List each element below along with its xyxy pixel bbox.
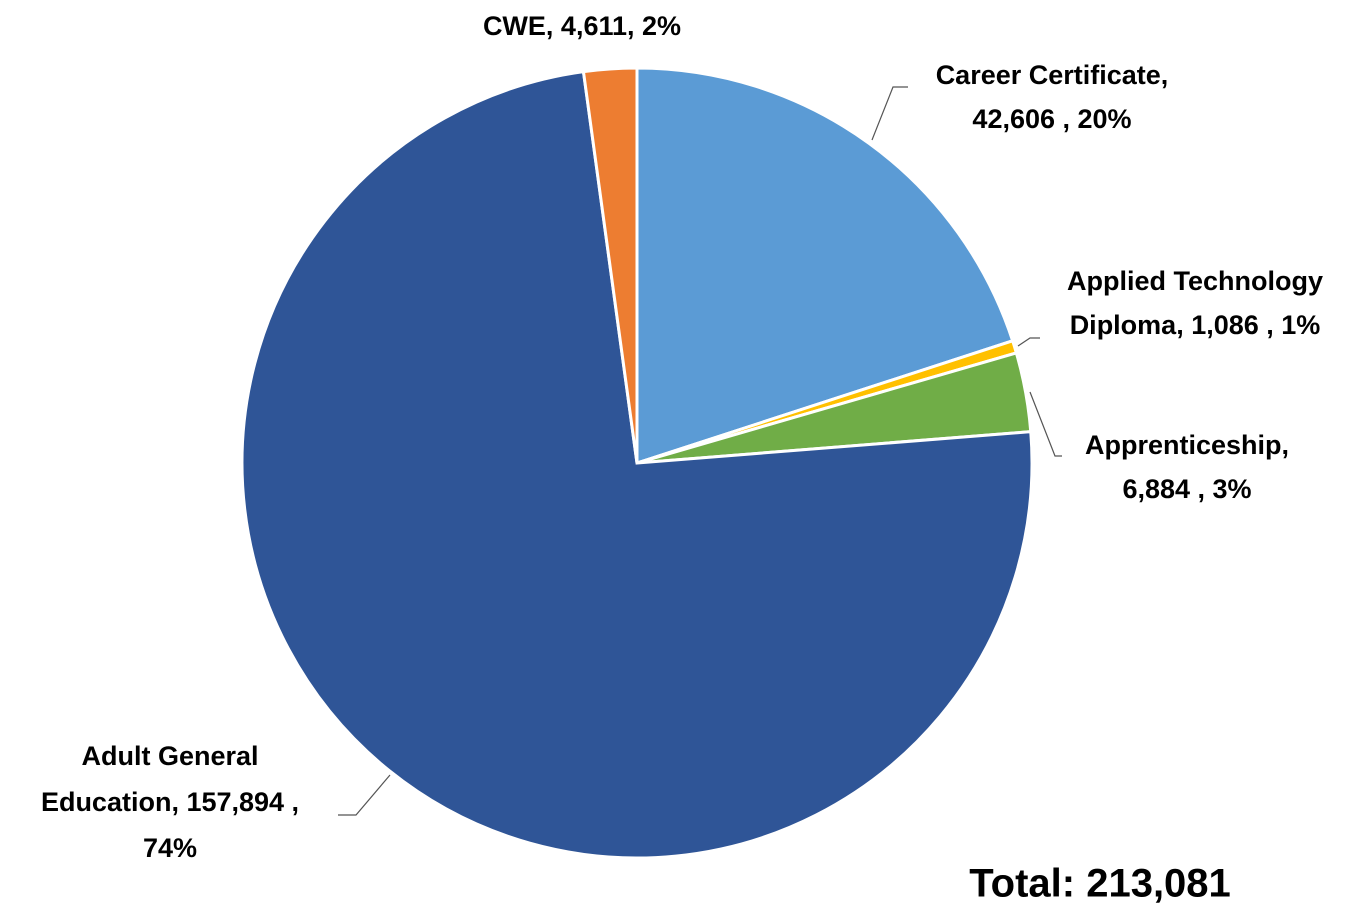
data-label: Education, 157,894 , bbox=[41, 787, 299, 817]
data-label: Career Certificate, bbox=[936, 60, 1169, 90]
leader-line bbox=[338, 774, 391, 816]
data-label: CWE, 4,611, 2% bbox=[483, 11, 681, 41]
leader-line bbox=[871, 86, 908, 141]
leader-lines bbox=[338, 86, 1062, 816]
data-label: 6,884 , 3% bbox=[1122, 474, 1251, 504]
leader-line bbox=[1017, 337, 1040, 347]
data-label: Apprenticeship, bbox=[1085, 430, 1289, 460]
data-label: Diploma, 1,086 , 1% bbox=[1070, 310, 1321, 340]
data-label: Applied Technology bbox=[1067, 266, 1323, 296]
total-annotation: Total: 213,081 bbox=[969, 862, 1231, 906]
data-label: Adult General bbox=[81, 741, 258, 771]
data-label: 42,606 , 20% bbox=[972, 104, 1131, 134]
leader-line bbox=[1029, 391, 1062, 457]
pie-slice bbox=[240, 69, 1034, 860]
pie-slice bbox=[581, 66, 639, 464]
pie-slice bbox=[635, 66, 1015, 466]
data-label: 74% bbox=[143, 833, 197, 863]
